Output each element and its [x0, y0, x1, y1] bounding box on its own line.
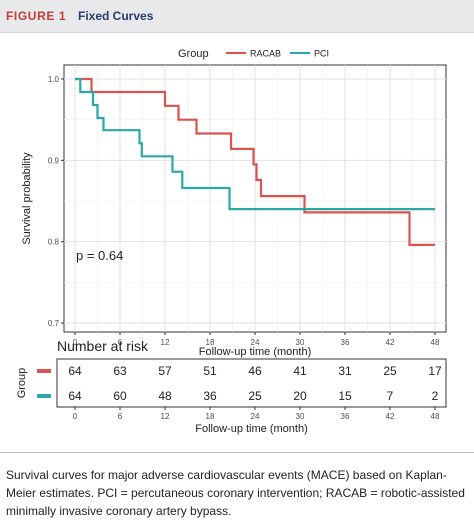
- km-chart: 0 6 12 18 24 30 36 42 48 0.7 0.8 0.9 1.0 Follow-up ti…: [16, 48, 447, 435]
- risk-cell: 57: [158, 364, 172, 378]
- figure-title: Fixed Curves: [78, 9, 154, 23]
- risk-x-tick-label: 18: [206, 412, 215, 421]
- risk-table-panel: [56, 358, 447, 408]
- risk-cell: 25: [248, 389, 262, 403]
- p-value-annotation: p = 0.64: [76, 248, 123, 263]
- figure-label: FIGURE 1: [6, 9, 67, 23]
- risk-cell: 20: [293, 389, 307, 403]
- x-tick-label: 30: [296, 338, 305, 347]
- y-tick-label: 0.9: [48, 156, 60, 165]
- x-tick-label: 18: [206, 338, 215, 347]
- x-axis-title: Follow-up time (month): [199, 346, 311, 358]
- risk-cell: 46: [248, 364, 262, 378]
- x-tick-label: 12: [161, 338, 170, 347]
- y-tick-label: 1.0: [48, 75, 60, 84]
- risk-x-axis-title: Follow-up time (month): [195, 423, 307, 435]
- figure-caption: Survival curves for major adverse cardio…: [6, 468, 465, 518]
- risk-cell: 41: [293, 364, 307, 378]
- x-tick-label: 6: [118, 338, 123, 347]
- series-line-pci: [75, 77, 435, 211]
- risk-cell: 15: [338, 389, 352, 403]
- risk-x-tick-label: 36: [341, 412, 350, 421]
- y-axis-title: Survival probability: [21, 152, 33, 245]
- risk-cell: 17: [428, 364, 442, 378]
- risk-y-axis-title: Group: [16, 368, 28, 399]
- risk-x-tick-label: 24: [251, 412, 260, 421]
- risk-cell: 36: [203, 389, 217, 403]
- risk-x-tick-label: 0: [73, 412, 78, 421]
- legend-title: Group: [178, 48, 209, 60]
- risk-cell: 2: [432, 389, 439, 403]
- legend-label-pci: PCI: [314, 49, 329, 59]
- risk-cell: 51: [203, 364, 217, 378]
- legend-label-racab: RACAB: [250, 49, 281, 59]
- risk-cell: 48: [158, 389, 172, 403]
- risk-cell: 60: [113, 389, 127, 403]
- risk-cell: 64: [68, 389, 82, 403]
- risk-x-tick-label: 30: [296, 412, 305, 421]
- series-line-racab: [75, 77, 435, 246]
- y-tick-label: 0.8: [48, 238, 60, 247]
- risk-cell: 64: [68, 364, 82, 378]
- risk-x-tick-label: 12: [161, 412, 170, 421]
- risk-cell: 63: [113, 364, 127, 378]
- x-tick-label: 36: [341, 338, 350, 347]
- risk-x-tick-label: 42: [386, 412, 395, 421]
- x-tick-label: 0: [73, 338, 78, 347]
- risk-x-tick-label: 48: [431, 412, 440, 421]
- figure-header: FIGURE 1 Fixed Curves: [0, 0, 474, 33]
- risk-x-tick-label: 6: [118, 412, 123, 421]
- x-tick-label: 24: [251, 338, 260, 347]
- chart-area: 0 6 12 18 24 30 36 42 48 0.7 0.8 0.9 1.0 Follow-up ti…: [0, 33, 474, 453]
- risk-cell: 7: [387, 389, 394, 403]
- risk-cell: 31: [338, 364, 352, 378]
- x-tick-label: 48: [431, 338, 440, 347]
- x-tick-label: 42: [386, 338, 395, 347]
- risk-cell: 25: [383, 364, 397, 378]
- risk-table-title: Number at risk: [57, 338, 149, 354]
- y-tick-label: 0.7: [48, 319, 60, 328]
